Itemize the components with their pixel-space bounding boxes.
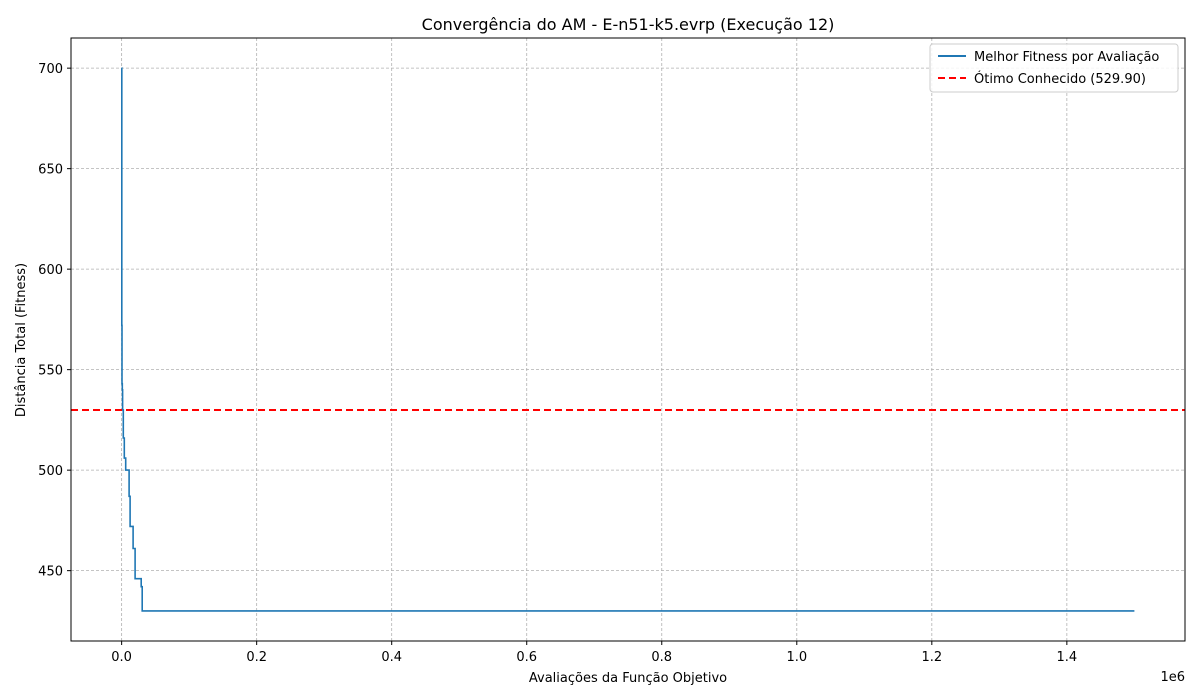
x-tick-label: 0.6 (516, 650, 537, 665)
legend-label-fitness: Melhor Fitness por Avaliação (974, 50, 1159, 65)
legend-box (929, 43, 1179, 93)
chart-title: Convergência do AM - E-n51-k5.evrp (Exec… (422, 15, 835, 34)
y-tick-label: 500 (38, 464, 63, 479)
x-tick-label: 0.8 (651, 650, 672, 665)
x-tick-label: 0.2 (246, 650, 267, 665)
series-layer (71, 67, 1185, 612)
grid-layer (71, 38, 1185, 641)
tick-layer: 0.0 0.2 0.4 0.6 0.8 1.0 1.2 1.4 450 500 550 600 650 7… (38, 62, 1077, 665)
fitness-series-line (121, 67, 1135, 612)
y-axis-label: Distância Total (Fitness) (14, 263, 29, 417)
x-axis-label: Avaliações da Função Objetivo (529, 671, 727, 686)
y-tick-label: 700 (38, 62, 63, 77)
y-tick-label: 650 (38, 163, 63, 178)
x-tick-label: 0.0 (111, 650, 132, 665)
x-tick-label: 1.0 (786, 650, 807, 665)
legend: Melhor Fitness por Avaliação Ótimo Conhe… (929, 43, 1179, 93)
plot-frame (70, 37, 1186, 642)
x-tick-label: 1.4 (1057, 650, 1078, 665)
y-tick-label: 450 (38, 565, 63, 580)
x-tick-label: 0.4 (381, 650, 402, 665)
y-tick-label: 550 (38, 364, 63, 379)
x-tick-label: 1.2 (921, 650, 942, 665)
y-tick-label: 600 (38, 263, 63, 278)
x-axis-offset-label: 1e6 (1160, 670, 1185, 685)
legend-label-optimum: Ótimo Conhecido (529.90) (974, 71, 1146, 87)
